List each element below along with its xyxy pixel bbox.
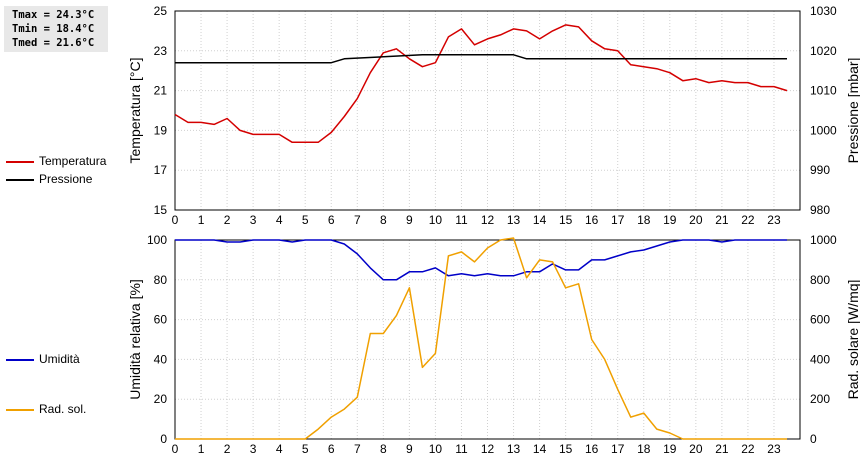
x-tick-label: 5 bbox=[302, 442, 309, 456]
x-tick-label: 3 bbox=[250, 213, 257, 227]
y-tick-label-left: 60 bbox=[154, 313, 168, 327]
y-tick-label-left: 17 bbox=[154, 163, 168, 177]
x-tick-label: 0 bbox=[172, 442, 179, 456]
x-tick-label: 19 bbox=[663, 442, 677, 456]
x-tick-label: 10 bbox=[429, 213, 443, 227]
x-tick-label: 2 bbox=[224, 442, 231, 456]
x-tick-label: 1 bbox=[198, 442, 205, 456]
x-tick-label: 8 bbox=[380, 442, 387, 456]
x-tick-label: 9 bbox=[406, 213, 413, 227]
x-tick-label: 14 bbox=[533, 442, 547, 456]
legend-label: Pressione bbox=[39, 172, 93, 186]
y-tick-label-right: 980 bbox=[810, 203, 830, 217]
legend-swatch bbox=[6, 409, 34, 411]
y-tick-label-left: 40 bbox=[154, 352, 168, 366]
x-tick-label: 19 bbox=[663, 213, 677, 227]
stats-box: Tmax = 24.3°C Tmin = 18.4°C Tmed = 21.6°… bbox=[4, 6, 108, 52]
series-line-temperatura bbox=[174, 24, 788, 144]
x-tick-label: 16 bbox=[585, 442, 599, 456]
x-tick-label: 18 bbox=[637, 442, 651, 456]
y-tick-label-left: 23 bbox=[154, 44, 168, 58]
y-tick-label-right: 600 bbox=[810, 313, 830, 327]
legend-swatch bbox=[6, 161, 34, 163]
x-tick-label: 11 bbox=[455, 442, 468, 456]
y-tick-label-left: 25 bbox=[154, 4, 168, 18]
tmed-text: Tmed = 21.6°C bbox=[12, 37, 95, 49]
legend-swatch bbox=[6, 359, 34, 361]
y-tick-label-right: 990 bbox=[810, 163, 830, 177]
y-tick-label-right: 1020 bbox=[810, 44, 837, 58]
x-tick-label: 21 bbox=[715, 213, 729, 227]
x-tick-label: 22 bbox=[741, 213, 755, 227]
plot-frame bbox=[174, 10, 801, 211]
tmax-text: Tmax = 24.3°C bbox=[12, 9, 95, 21]
y-tick-label-left: 80 bbox=[154, 273, 168, 287]
legend-swatch bbox=[6, 179, 34, 181]
x-tick-label: 7 bbox=[354, 442, 361, 456]
x-tick-label: 18 bbox=[637, 213, 651, 227]
x-tick-label: 22 bbox=[741, 442, 755, 456]
y-tick-label-right: 1030 bbox=[810, 4, 837, 18]
x-tick-label: 4 bbox=[276, 442, 283, 456]
y-tick-label-left: 20 bbox=[154, 392, 168, 406]
x-tick-label: 11 bbox=[455, 213, 468, 227]
x-tick-label: 13 bbox=[507, 213, 521, 227]
y-tick-label-left: 100 bbox=[147, 233, 167, 247]
y-tick-label-left: 21 bbox=[154, 84, 168, 98]
x-tick-label: 2 bbox=[224, 213, 231, 227]
x-tick-label: 13 bbox=[507, 442, 521, 456]
x-tick-label: 6 bbox=[328, 213, 335, 227]
x-tick-label: 1 bbox=[198, 213, 205, 227]
x-tick-label: 14 bbox=[533, 213, 547, 227]
y-axis-title-left: Temperatura [°C] bbox=[127, 58, 143, 164]
series-line-umidit bbox=[175, 239, 787, 281]
legend-label: Temperatura bbox=[39, 154, 107, 168]
series-line-pressione bbox=[175, 54, 787, 64]
y-tick-label-left: 19 bbox=[154, 123, 168, 137]
chart-panel-1: 0 1 2 3 4 5 6 7 8 9 10 11 12 13 14 15 16 17 18 19 20 21 22 2315… bbox=[127, 4, 860, 227]
y-tick-label-right: 400 bbox=[810, 352, 830, 366]
series-line-rad-sol bbox=[175, 237, 787, 440]
x-tick-label: 6 bbox=[328, 442, 335, 456]
x-tick-label: 20 bbox=[689, 442, 703, 456]
x-tick-label: 20 bbox=[689, 213, 703, 227]
x-tick-label: 17 bbox=[611, 442, 625, 456]
x-tick-label: 0 bbox=[172, 213, 179, 227]
x-tick-label: 8 bbox=[380, 213, 387, 227]
x-tick-label: 23 bbox=[767, 213, 781, 227]
x-tick-label: 15 bbox=[559, 213, 573, 227]
y-tick-label-right: 1000 bbox=[810, 233, 837, 247]
x-tick-label: 3 bbox=[250, 442, 257, 456]
x-tick-label: 12 bbox=[481, 442, 495, 456]
x-tick-label: 9 bbox=[406, 442, 413, 456]
y-axis-title-right: Rad. solare [W/mq] bbox=[845, 280, 860, 400]
x-tick-label: 12 bbox=[481, 213, 495, 227]
x-tick-label: 15 bbox=[559, 442, 573, 456]
x-tick-label: 4 bbox=[276, 213, 283, 227]
y-tick-label-right: 0 bbox=[810, 432, 817, 446]
x-tick-label: 16 bbox=[585, 213, 599, 227]
y-axis-title-right: Pressione [mbar] bbox=[845, 58, 860, 164]
plot-frame bbox=[174, 239, 801, 440]
x-tick-label: 10 bbox=[429, 442, 443, 456]
x-tick-label: 5 bbox=[302, 213, 309, 227]
y-tick-label-right: 1000 bbox=[810, 123, 837, 137]
y-axis-title-left: Umidità relativa [%] bbox=[127, 279, 143, 400]
x-tick-label: 17 bbox=[611, 213, 625, 227]
y-tick-label-left: 0 bbox=[160, 432, 167, 446]
x-tick-label: 7 bbox=[354, 213, 361, 227]
y-tick-label-right: 200 bbox=[810, 392, 830, 406]
y-tick-label-left: 15 bbox=[154, 203, 168, 217]
chart-panel-2: 0 1 2 3 4 5 6 7 8 9 10 11 12 13 14 15 16 17 18 19 20 21 22 2302… bbox=[127, 233, 860, 456]
x-tick-label: 21 bbox=[715, 442, 729, 456]
y-tick-label-right: 1010 bbox=[810, 84, 837, 98]
x-tick-label: 23 bbox=[767, 442, 781, 456]
legend-label: Rad. sol. bbox=[39, 402, 87, 416]
tmin-text: Tmin = 18.4°C bbox=[12, 23, 95, 35]
legend-label: Umidità bbox=[39, 352, 80, 366]
y-tick-label-right: 800 bbox=[810, 273, 830, 287]
